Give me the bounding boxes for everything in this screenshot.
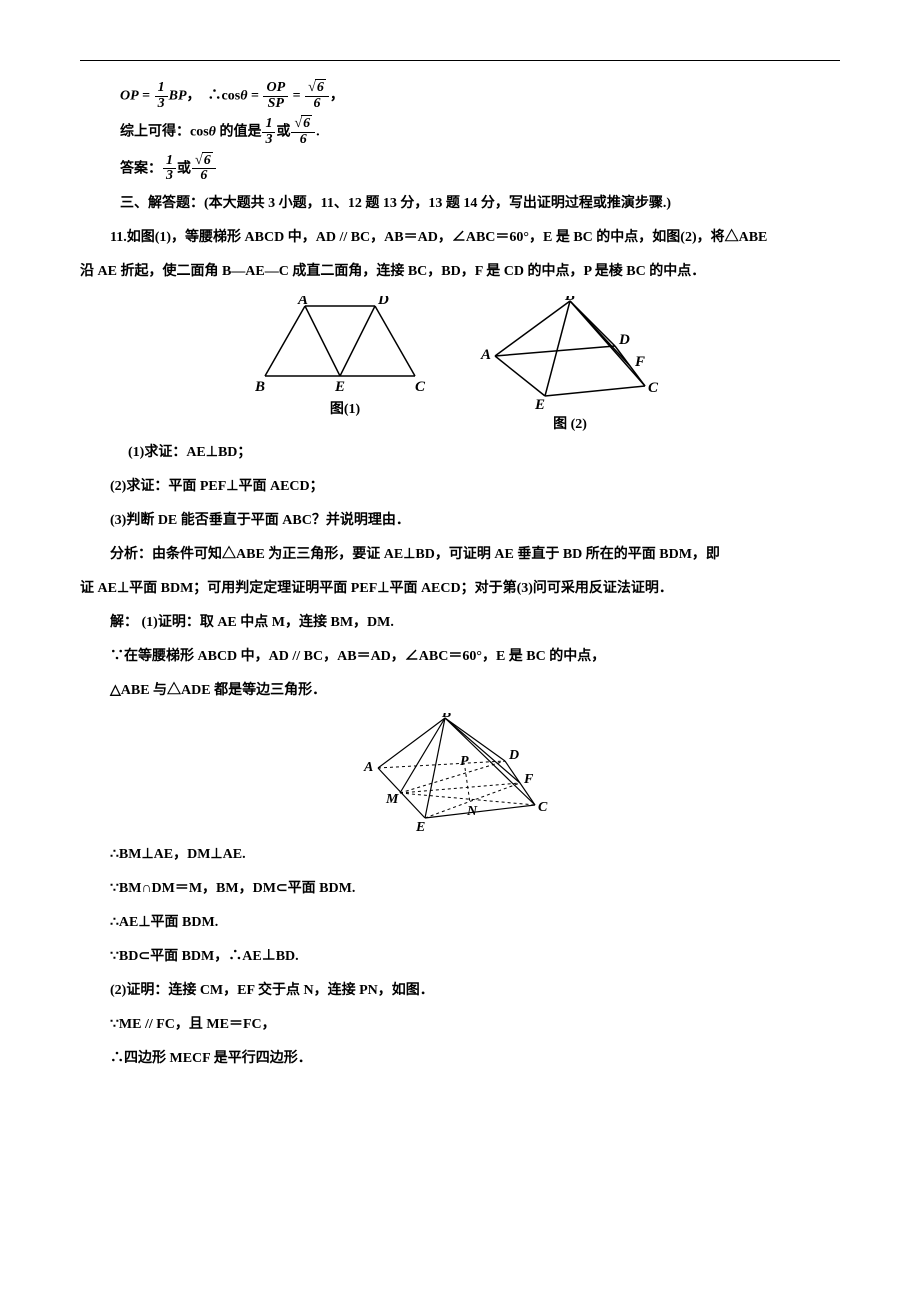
- eq-line-1: OP = 13BP， ∴cosθ = OPSP = 66，: [80, 81, 840, 111]
- theta: θ: [240, 88, 247, 103]
- summary-a: 综上可得：cos: [120, 125, 209, 140]
- comma: ，: [187, 88, 201, 103]
- q11-line1: 11.如图(1)，等腰梯形 ABCD 中，AD // BC，AB＝AD，∠ABC…: [80, 224, 840, 252]
- ans-frac2: 66: [192, 154, 216, 184]
- figure-1-block: A D B E C 图(1): [255, 296, 435, 433]
- fig2-label-c: C: [648, 380, 659, 396]
- answer-label: 答案：: [120, 161, 162, 176]
- step-4: ∵BM∩DM＝M，BM，DM⊂平面 BDM.: [80, 875, 840, 903]
- fig3-label-c: C: [538, 800, 548, 815]
- figure-1-svg: A D B E C: [255, 296, 435, 396]
- or: 或: [276, 125, 290, 140]
- figure-2-svg: B A E C D F: [475, 296, 665, 411]
- top-rule: [80, 60, 840, 61]
- fig3-label-m: M: [385, 792, 399, 807]
- analysis-line1: 分析：由条件可知△ABE 为正三角形，要证 AE⊥BD，可证明 AE 垂直于 B…: [80, 541, 840, 569]
- analysis-line2: 证 AE⊥平面 BDM；可用判定定理证明平面 PEF⊥平面 AECD；对于第(3…: [80, 575, 840, 603]
- period: .: [316, 125, 320, 140]
- fig2-label-a: A: [480, 347, 491, 363]
- fig1-label-d: D: [377, 296, 389, 308]
- theta2: θ: [209, 125, 216, 140]
- fig3-label-a: A: [363, 760, 373, 775]
- fig2-label-b: B: [564, 296, 575, 304]
- fig1-label-c: C: [415, 379, 426, 395]
- frac-1-3b: 13: [262, 117, 275, 147]
- fig3-label-b: B: [441, 713, 451, 721]
- figure-1-caption: 图(1): [255, 398, 435, 418]
- eq3: =: [293, 88, 301, 103]
- fig3-label-p: P: [460, 754, 469, 769]
- fig3-label-d: D: [508, 748, 519, 763]
- frac-1-3: 13: [155, 81, 168, 111]
- summary-b: 的值是: [216, 125, 262, 140]
- end-comma: ，: [330, 88, 344, 103]
- figure-3-wrap: B A M E C D F P N: [80, 713, 840, 833]
- fig3-label-f: F: [523, 772, 534, 787]
- var-bp: BP: [169, 88, 187, 103]
- figures-row: A D B E C 图(1): [80, 296, 840, 433]
- eq2: =: [251, 88, 259, 103]
- therefore-cos: ∴cos: [208, 88, 241, 103]
- q11-line2: 沿 AE 折起，使二面角 B—AE—C 成直二面角，连接 BC，BD，F 是 C…: [80, 258, 840, 286]
- fig2-label-f: F: [634, 354, 645, 370]
- part-3: (3)判断 DE 能否垂直于平面 ABC？并说明理由．: [80, 507, 840, 535]
- frac-sqrt6-6: 66: [305, 81, 329, 111]
- var-op: OP: [120, 88, 139, 103]
- fig3-label-n: N: [466, 804, 478, 819]
- fig1-label-e: E: [334, 379, 345, 395]
- step-8: ∵ME // FC，且 ME＝FC，: [80, 1011, 840, 1039]
- answer-line: 答案：13或66: [80, 154, 840, 184]
- fig1-label-b: B: [255, 379, 265, 395]
- section-3-heading: 三、解答题：(本大题共 3 小题，11、12 题 13 分，13 题 14 分，…: [80, 190, 840, 218]
- step-6: ∵BD⊂平面 BDM，∴AE⊥BD.: [80, 943, 840, 971]
- solution-head: 解： (1)证明：取 AE 中点 M，连接 BM，DM.: [80, 609, 840, 637]
- ans-or: 或: [177, 161, 191, 176]
- step-5: ∴AE⊥平面 BDM.: [80, 909, 840, 937]
- figure-3-svg: B A M E C D F P N: [360, 713, 560, 833]
- solution-l1: ∵在等腰梯形 ABCD 中，AD // BC，AB＝AD，∠ABC＝60°，E …: [80, 643, 840, 671]
- eq: =: [142, 88, 150, 103]
- ans-frac1: 13: [163, 154, 176, 184]
- solution-l2: △ABE 与△ADE 都是等边三角形．: [80, 677, 840, 705]
- step-7: (2)证明：连接 CM，EF 交于点 N，连接 PN，如图．: [80, 977, 840, 1005]
- frac-sqrt6-6b: 66: [291, 117, 315, 147]
- fig2-label-d: D: [618, 332, 630, 348]
- step-9: ∴四边形 MECF 是平行四边形．: [80, 1045, 840, 1073]
- part-2: (2)求证：平面 PEF⊥平面 AECD；: [80, 473, 840, 501]
- frac-op-sp: OPSP: [263, 81, 288, 111]
- fig2-label-e: E: [534, 397, 545, 411]
- step-3: ∴BM⊥AE，DM⊥AE.: [80, 841, 840, 869]
- part-1: (1)求证：AE⊥BD；: [80, 439, 840, 467]
- summary-line: 综上可得：cosθ 的值是13或66.: [80, 117, 840, 147]
- fig1-label-a: A: [297, 296, 308, 308]
- figure-2-block: B A E C D F 图 (2): [475, 296, 665, 433]
- figure-2-caption: 图 (2): [475, 413, 665, 433]
- fig3-label-e: E: [415, 820, 425, 833]
